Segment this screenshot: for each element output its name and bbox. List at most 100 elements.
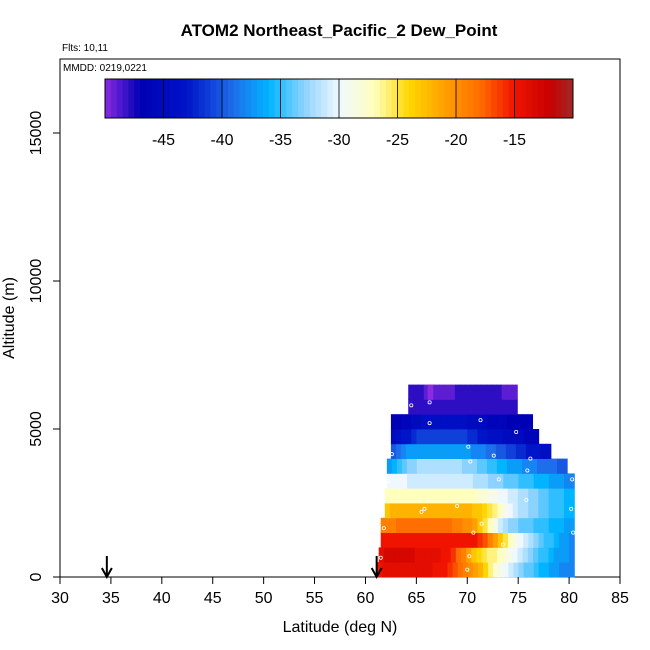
colorbar-swatch (473, 79, 480, 118)
heatmap-cell (431, 414, 437, 430)
heatmap-cell (564, 562, 570, 578)
heatmap-cell (543, 547, 550, 563)
observation-marker (385, 478, 390, 483)
colorbar-swatch (415, 79, 422, 118)
heatmap-cell (517, 414, 523, 430)
heatmap-cell (444, 399, 451, 415)
heatmap-cell (396, 458, 403, 474)
heatmap-cell (384, 503, 391, 519)
colorbar-swatch (420, 79, 428, 118)
heatmap-cell (418, 384, 425, 400)
heatmap-cell (441, 414, 448, 430)
heatmap-cell (475, 443, 482, 459)
heatmap-cell (447, 473, 454, 489)
heatmap-cell (396, 517, 402, 533)
heatmap-cell (510, 443, 517, 459)
heatmap-cell (538, 488, 545, 504)
heatmap-cell (406, 429, 412, 445)
heatmap-cell (390, 517, 397, 533)
heatmap-cell (557, 458, 563, 474)
heatmap-cell (442, 562, 449, 578)
heatmap-cell (522, 414, 528, 430)
observation-marker (409, 403, 414, 408)
heatmap-cell (505, 443, 512, 459)
y-tick-label: 5000 (28, 411, 45, 447)
heatmap-cell (558, 562, 565, 578)
heatmap-cell (502, 517, 509, 533)
heatmap-cell (405, 488, 411, 504)
heatmap-cell (553, 532, 560, 548)
x-axis-label: Latitude (deg N) (283, 619, 398, 636)
heatmap-cell (436, 414, 443, 430)
heatmap-cell (435, 503, 442, 519)
heatmap-cell (388, 547, 395, 563)
heatmap-cell (542, 458, 548, 474)
heatmap-cell (383, 547, 390, 563)
heatmap-cell (496, 384, 503, 400)
heatmap-cell (466, 458, 473, 474)
y-tick-label: 10000 (28, 259, 45, 304)
heatmap-cell (424, 547, 431, 563)
heatmap-cell (391, 473, 398, 489)
colorbar-swatch (543, 79, 551, 118)
heatmap-cell (411, 532, 417, 548)
heatmap-cell (569, 517, 575, 533)
colorbar-swatch (110, 79, 118, 118)
x-tick-label: 30 (51, 590, 69, 607)
heatmap-cell (472, 429, 479, 445)
heatmap-cell (492, 429, 499, 445)
heatmap-cell (523, 562, 530, 578)
heatmap-cell (497, 414, 503, 430)
heatmap-cell (502, 532, 509, 548)
heatmap-cell (543, 517, 550, 533)
heatmap-cell (439, 399, 446, 415)
heatmap-cell (558, 547, 565, 563)
heatmap-cell (491, 399, 498, 415)
heatmap-cell (480, 399, 487, 415)
heatmap-cell (492, 532, 499, 548)
heatmap-cell (411, 517, 417, 533)
x-axis: 30 35 40 45 50 55 60 65 70 75 80 85 (51, 577, 629, 607)
heatmap-cell (528, 503, 534, 519)
colorbar-swatch (163, 79, 170, 118)
x-tick-label: 50 (255, 590, 273, 607)
colorbar-swatch (350, 79, 358, 118)
colorbar-swatch (245, 79, 252, 118)
heatmap-cell (533, 503, 539, 519)
heatmap-cell (508, 429, 514, 445)
heatmap-cell (502, 414, 508, 430)
colorbar-swatch (186, 79, 194, 118)
heatmap-cell (410, 488, 417, 504)
heatmap-cell (445, 547, 452, 563)
heatmap-cell (533, 517, 540, 533)
heatmap-cell (558, 473, 565, 489)
heatmap-cell (401, 517, 407, 533)
heatmap-cell (558, 517, 565, 533)
colorbar-swatch (227, 79, 235, 118)
observation-markers (378, 400, 576, 572)
heatmap-cell (451, 458, 458, 474)
heatmap-cell (417, 562, 423, 578)
heatmap-cell (512, 488, 519, 504)
heatmap-cell (456, 488, 463, 504)
observation-marker (471, 530, 476, 535)
heatmap-cell (390, 429, 397, 445)
heatmap-cell (455, 443, 462, 459)
colorbar-swatch (561, 79, 568, 118)
colorbar-swatch (456, 79, 463, 118)
heatmap-cell (492, 488, 499, 504)
heatmap-cell (518, 532, 524, 548)
heatmap-cell (406, 458, 413, 474)
colorbar-swatch (409, 79, 416, 118)
heatmap-cell (475, 384, 482, 400)
heatmap-cell (488, 562, 494, 578)
observation-marker (427, 421, 432, 426)
heatmap-cell (501, 384, 508, 400)
colorbar-swatch (491, 79, 498, 118)
heatmap-cell (446, 488, 452, 504)
heatmap-cell (435, 547, 442, 563)
x-tick-label: 70 (458, 590, 476, 607)
colorbar-swatch (356, 79, 363, 118)
heatmap-cell (396, 473, 403, 489)
